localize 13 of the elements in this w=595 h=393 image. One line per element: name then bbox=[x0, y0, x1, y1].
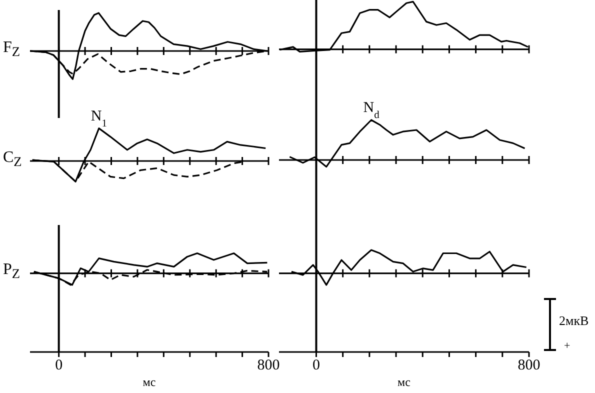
text: 2мкВ bbox=[559, 313, 589, 329]
x-tick-label: 800 bbox=[518, 358, 541, 374]
x-tick-label: 800 bbox=[256, 358, 280, 374]
y-axis-title: F$_{Z}$ bbox=[3, 39, 20, 60]
annotation: N$_{d}$ bbox=[364, 100, 380, 120]
x-axis-title: мс bbox=[142, 375, 156, 389]
x-tick-label: 0 bbox=[312, 358, 320, 374]
x-tick-label: 0 bbox=[54, 358, 62, 374]
y-axis-title: P$_{Z}$ bbox=[3, 261, 20, 282]
annotation: N$_{1}$ bbox=[90, 108, 106, 129]
x-axis-title: мс bbox=[398, 375, 411, 389]
text: + bbox=[564, 340, 570, 352]
y-axis-title: C$_{Z}$ bbox=[3, 149, 22, 170]
